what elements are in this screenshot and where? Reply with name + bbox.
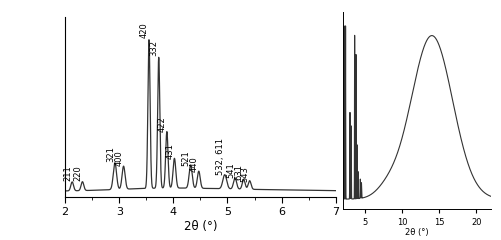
Text: 400: 400 bbox=[115, 150, 124, 166]
Text: 220: 220 bbox=[74, 165, 83, 181]
Text: 532, 611: 532, 611 bbox=[216, 138, 225, 175]
Text: 521: 521 bbox=[182, 150, 191, 166]
Text: 440: 440 bbox=[190, 157, 199, 172]
Text: 422: 422 bbox=[158, 116, 167, 132]
X-axis label: 2θ (°): 2θ (°) bbox=[405, 228, 429, 237]
Text: 321: 321 bbox=[106, 146, 115, 162]
Text: 541: 541 bbox=[226, 163, 235, 179]
Text: 543: 543 bbox=[240, 166, 249, 182]
Text: 420: 420 bbox=[140, 22, 149, 38]
Text: 211: 211 bbox=[63, 165, 72, 181]
Text: 631: 631 bbox=[234, 164, 243, 180]
Text: 431: 431 bbox=[165, 144, 174, 159]
Text: 332: 332 bbox=[150, 41, 159, 56]
X-axis label: 2θ (°): 2θ (°) bbox=[184, 220, 217, 233]
